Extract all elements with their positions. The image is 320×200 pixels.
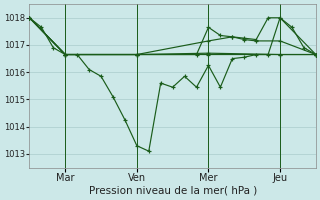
X-axis label: Pression niveau de la mer( hPa ): Pression niveau de la mer( hPa ) — [89, 186, 257, 196]
